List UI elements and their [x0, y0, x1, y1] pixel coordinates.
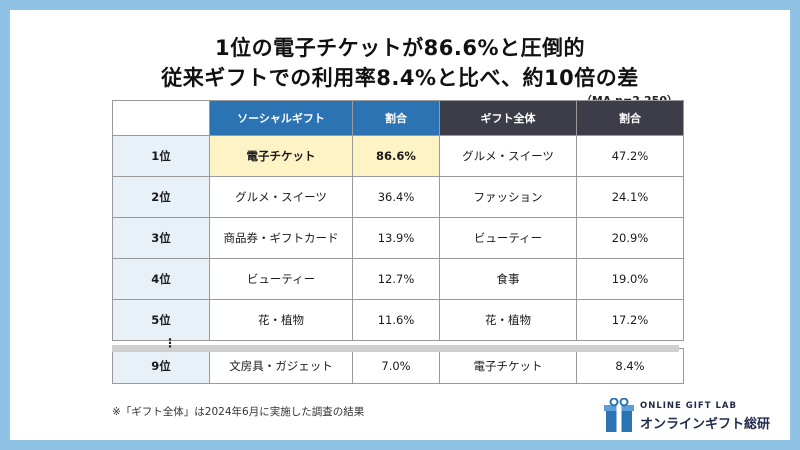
social-pct: 12.7% — [352, 258, 440, 300]
ellipsis-marker: ⋮ — [164, 336, 176, 350]
gift-pct: 17.2% — [576, 299, 684, 341]
gift-item: 食事 — [439, 258, 577, 300]
gift-pct: 20.9% — [576, 217, 684, 259]
table-row: 5位 花・植物 11.6% 花・植物 17.2% — [112, 299, 684, 341]
footnote: ※「ギフト全体」は2024年6月に実施した調査の結果 — [112, 406, 365, 418]
rank-cell: 3位 — [112, 217, 210, 259]
header-social-gift: ソーシャルギフト — [209, 100, 353, 136]
gift-item: グルメ・スイーツ — [439, 135, 577, 177]
social-item: ビューティー — [209, 258, 353, 300]
brand-logo: ONLINE GIFT LAB オンラインギフト総研 — [604, 398, 784, 434]
social-pct: 13.9% — [352, 217, 440, 259]
headline-line-1: 1位の電子チケットが86.6%と圧倒的 — [215, 36, 585, 60]
headline-line-2: 従来ギフトでの利用率8.4%と比べ、約10倍の差 — [161, 66, 639, 90]
table-row: 1位 電子チケット 86.6% グルメ・スイーツ 47.2% — [112, 135, 684, 177]
social-pct: 86.6% — [352, 135, 440, 177]
gift-item: 花・植物 — [439, 299, 577, 341]
table-row: 2位 グルメ・スイーツ 36.4% ファッション 24.1% — [112, 176, 684, 218]
logo-english-text: ONLINE GIFT LAB — [640, 401, 737, 411]
rank-cell: 5位 — [112, 299, 210, 341]
gift-pct: 19.0% — [576, 258, 684, 300]
gift-item: 電子チケット — [439, 348, 577, 384]
social-pct: 36.4% — [352, 176, 440, 218]
social-pct: 7.0% — [352, 348, 440, 384]
social-item: 電子チケット — [209, 135, 353, 177]
gift-pct: 8.4% — [576, 348, 684, 384]
social-item: 商品券・ギフトカード — [209, 217, 353, 259]
ranking-table: ソーシャルギフト 割合 ギフト全体 割合 1位 電子チケット 86.6% グルメ… — [112, 100, 684, 384]
social-item: 花・植物 — [209, 299, 353, 341]
rank-cell: 2位 — [112, 176, 210, 218]
table-row: 4位 ビューティー 12.7% 食事 19.0% — [112, 258, 684, 300]
social-pct: 11.6% — [352, 299, 440, 341]
gift-item: ビューティー — [439, 217, 577, 259]
table-header-row: ソーシャルギフト 割合 ギフト全体 割合 — [112, 100, 684, 136]
logo-japanese-text: オンラインギフト総研 — [640, 417, 771, 432]
table-row: 3位 商品券・ギフトカード 13.9% ビューティー 20.9% — [112, 217, 684, 259]
table-gap-divider — [112, 345, 679, 352]
social-item: グルメ・スイーツ — [209, 176, 353, 218]
rank-cell: 1位 — [112, 135, 210, 177]
header-social-pct: 割合 — [352, 100, 440, 136]
rank-cell: 9位 — [112, 348, 210, 384]
table-row: 9位 文房具・ガジェット 7.0% 電子チケット 8.4% — [112, 348, 684, 384]
header-rank — [112, 100, 210, 136]
header-all-pct: 割合 — [576, 100, 684, 136]
gift-item: ファッション — [439, 176, 577, 218]
gift-pct: 24.1% — [576, 176, 684, 218]
header-all-gift: ギフト全体 — [439, 100, 577, 136]
social-item: 文房具・ガジェット — [209, 348, 353, 384]
gift-pct: 47.2% — [576, 135, 684, 177]
gift-box-icon — [604, 398, 634, 432]
rank-cell: 4位 — [112, 258, 210, 300]
